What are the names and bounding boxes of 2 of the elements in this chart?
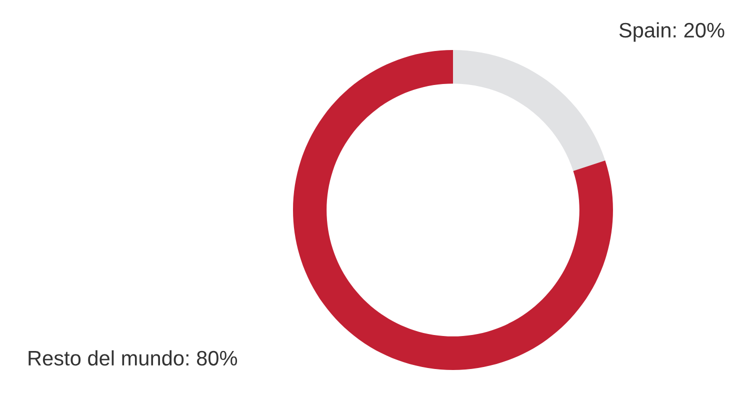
- slice-label: Resto del mundo: 80%: [28, 350, 238, 366]
- slice-label: Spain: 20%: [619, 22, 724, 42]
